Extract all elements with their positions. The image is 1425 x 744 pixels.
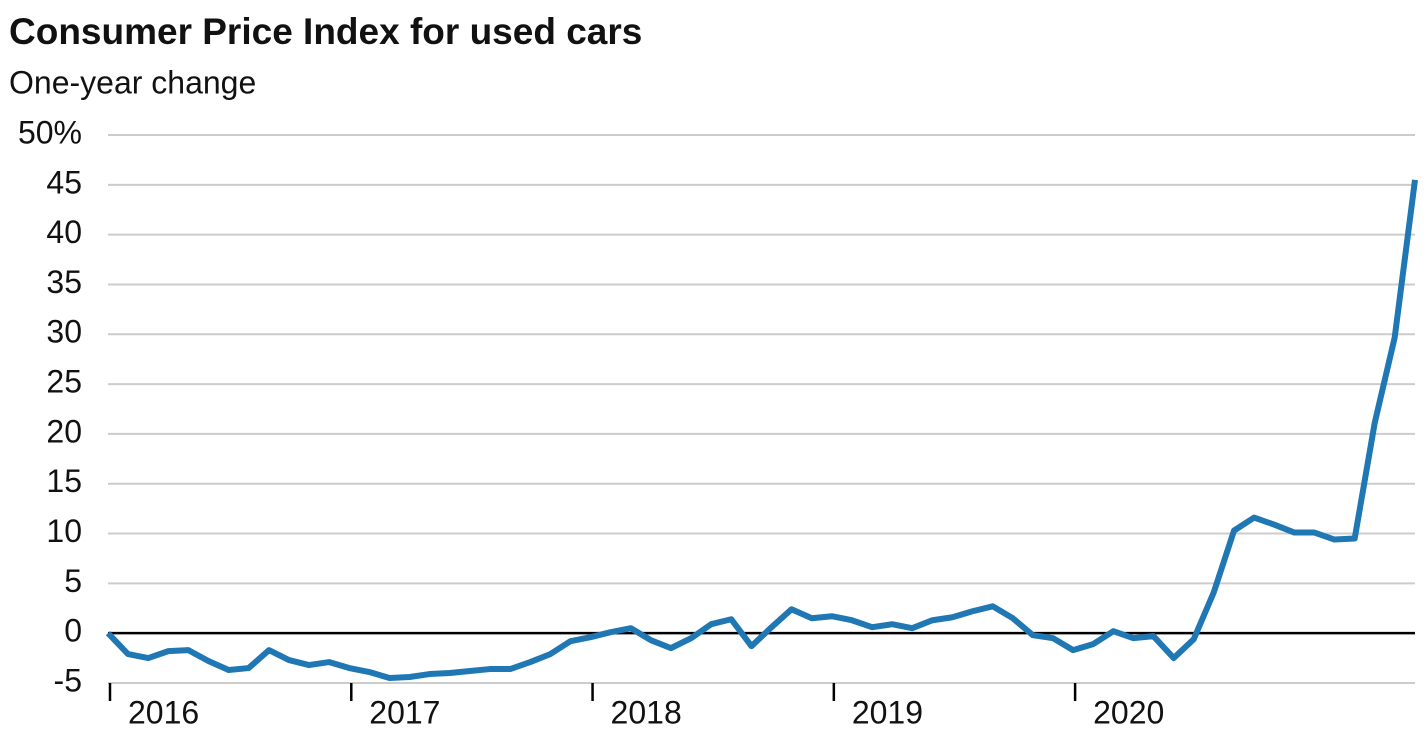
y-tick-label: 5 — [64, 563, 82, 599]
y-tick-label: 15 — [46, 463, 82, 499]
series-line — [105, 179, 1418, 682]
x-tick-label: 2018 — [611, 694, 682, 730]
y-tick-label: 50% — [18, 114, 82, 150]
y-tick-label: 20 — [46, 413, 82, 449]
chart-title: Consumer Price Index for used cars — [9, 11, 642, 52]
x-tick-label: 2019 — [852, 694, 923, 730]
y-tick-label: 40 — [46, 214, 82, 250]
y-tick-label: -5 — [54, 662, 82, 698]
y-tick-label: 0 — [64, 613, 82, 649]
y-tick-label: 30 — [46, 314, 82, 350]
y-tick-label: 45 — [46, 164, 82, 200]
chart-subtitle: One-year change — [9, 64, 256, 100]
x-tick-label: 2017 — [369, 694, 440, 730]
x-tick-label: 2016 — [128, 694, 199, 730]
y-tick-label: 10 — [46, 513, 82, 549]
x-tick-label: 2020 — [1093, 694, 1164, 730]
y-tick-label: 25 — [46, 364, 82, 400]
y-tick-label: 35 — [46, 264, 82, 300]
